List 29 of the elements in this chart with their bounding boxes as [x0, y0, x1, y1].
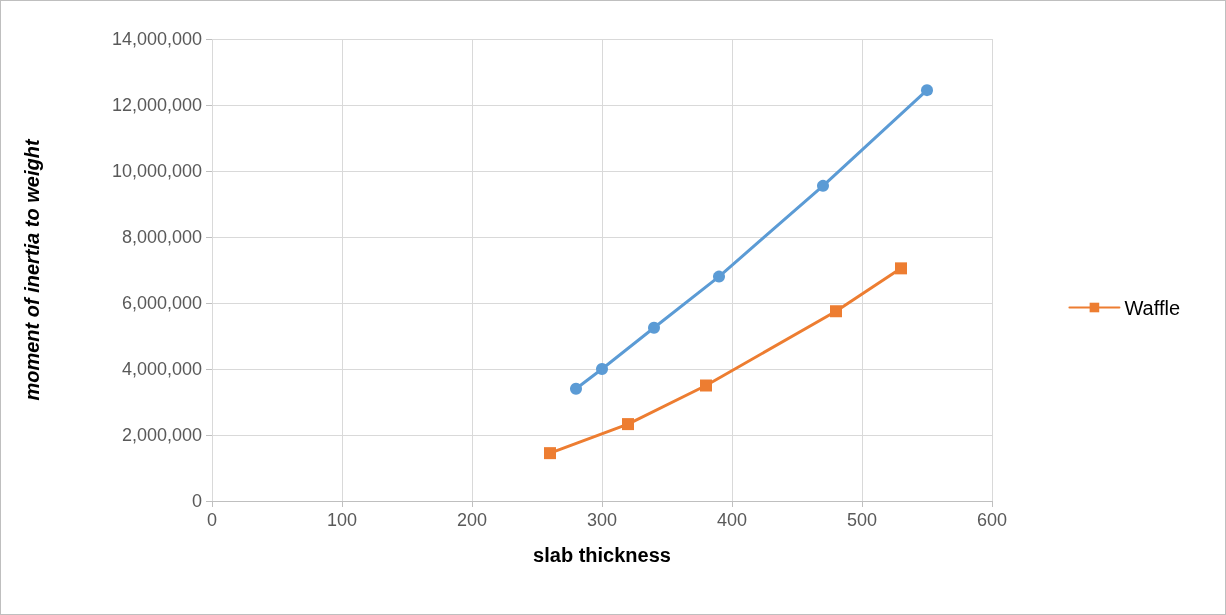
y-tick-label: 0 [191, 491, 202, 511]
point [921, 84, 933, 97]
y-tick-label: 4,000,000 [121, 359, 202, 379]
point [830, 305, 842, 318]
y-tick-label: 10,000,000 [111, 161, 202, 181]
x-tick-label: 400 [716, 510, 748, 530]
x-tick-label: 0 [206, 510, 218, 530]
point [895, 262, 907, 275]
x-tick-label: 500 [846, 510, 878, 530]
point [713, 270, 725, 283]
point [570, 382, 582, 395]
point [700, 379, 712, 392]
y-tick-label: 14,000,000 [111, 29, 202, 49]
x-axis-title: slab thickness [533, 544, 671, 566]
point [648, 321, 660, 334]
legend-label: Waffle [1124, 296, 1180, 319]
y-tick-label: 12,000,000 [111, 95, 202, 115]
point [544, 447, 556, 460]
x-tick-label: 100 [326, 510, 358, 530]
x-tick-label: 300 [586, 510, 618, 530]
point [622, 418, 634, 431]
x-tick-label: 200 [456, 510, 488, 530]
x-tick-label: 600 [976, 510, 1008, 530]
y-tick-label: 6,000,000 [121, 293, 202, 313]
y-tick-label: 8,000,000 [121, 227, 202, 247]
point [817, 179, 829, 192]
y-axis-title: moment of inertia to weight [21, 138, 43, 401]
point [596, 363, 608, 375]
y-tick-label: 2,000,000 [121, 425, 202, 445]
